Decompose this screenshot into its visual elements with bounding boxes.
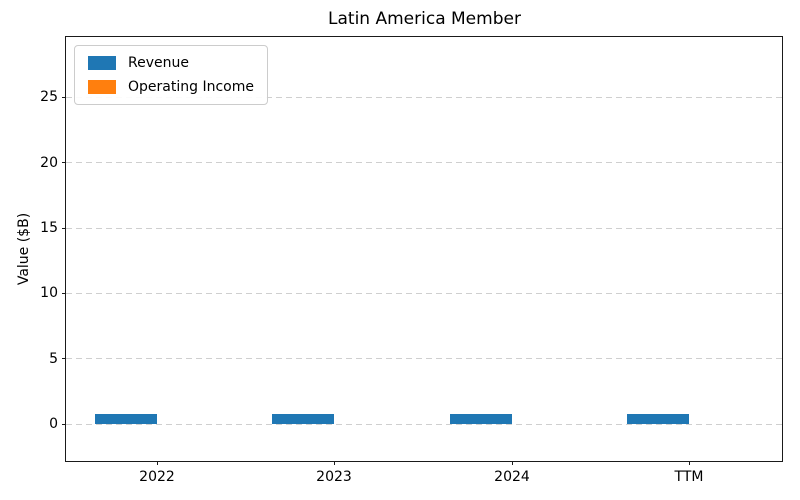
x-tick-label: TTM (674, 469, 704, 485)
y-axis-tick (62, 162, 66, 164)
y-axis-tick (62, 227, 66, 229)
y-axis-label: Value ($B) (16, 212, 32, 286)
y-tick-label: 15 (40, 220, 58, 237)
bar-revenue-2022 (95, 413, 157, 425)
x-tick-label: 2023 (316, 469, 352, 485)
x-axis-tick (156, 461, 158, 465)
y-tick-label: 0 (49, 416, 58, 433)
y-axis-tick (62, 358, 66, 360)
legend-swatch-revenue-icon (88, 56, 116, 70)
x-axis-tick (688, 461, 690, 465)
gridline (66, 162, 782, 164)
y-tick-label: 20 (40, 154, 58, 171)
legend: Revenue Operating Income (74, 45, 268, 105)
y-axis-tick (62, 292, 66, 294)
plot-area: Revenue Operating Income 0 5 10 15 20 25 2022 2… (40, 36, 783, 485)
legend-swatch-operating-income-icon (88, 80, 116, 94)
legend-label-operating-income: Operating Income (128, 79, 254, 95)
bar-revenue-2024 (450, 413, 512, 425)
y-axis-tick (62, 423, 66, 425)
bar-revenue-2023 (272, 413, 334, 425)
gridline (66, 423, 782, 425)
chart-title: Latin America Member (328, 9, 521, 29)
x-axis-tick (511, 461, 513, 465)
y-axis-tick (62, 96, 66, 98)
gridline (66, 227, 782, 229)
legend-label-revenue: Revenue (128, 55, 189, 71)
x-tick-label: 2024 (494, 469, 530, 485)
legend-item-operating-income: Operating Income (88, 79, 254, 95)
legend-item-revenue: Revenue (88, 55, 254, 71)
y-tick-label: 5 (49, 350, 58, 367)
y-tick-label: 10 (40, 285, 58, 302)
gridline (66, 292, 782, 294)
y-tick-label: 25 (40, 89, 58, 106)
gridline (66, 96, 782, 98)
gridline (66, 358, 782, 360)
x-axis-tick (333, 461, 335, 465)
bar-revenue-ttm (627, 413, 689, 425)
x-tick-label: 2022 (139, 469, 175, 485)
